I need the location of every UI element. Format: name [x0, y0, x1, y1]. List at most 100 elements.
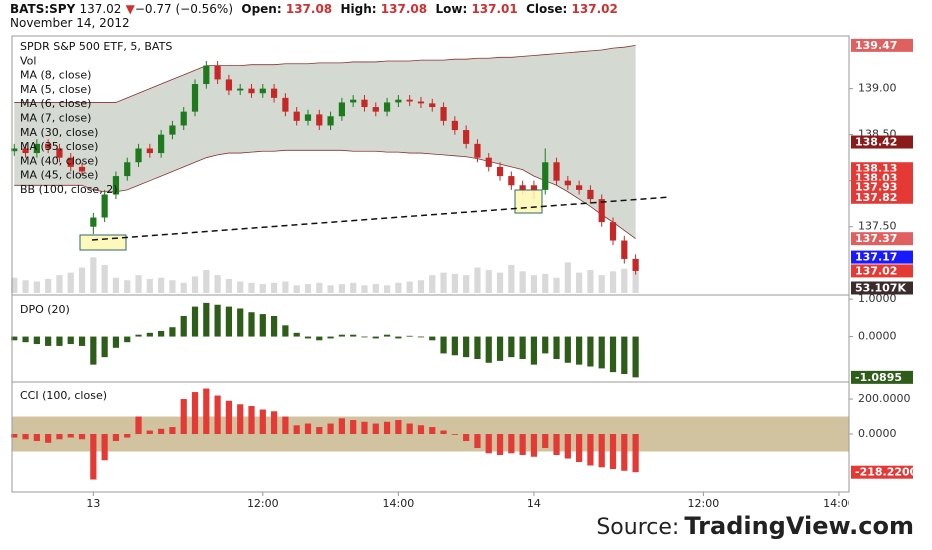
candle-body	[350, 99, 357, 103]
candle-body	[576, 185, 583, 190]
histogram-bar	[429, 427, 436, 435]
histogram-bar	[270, 411, 278, 435]
volume-bar	[22, 280, 29, 293]
candle-body	[203, 65, 210, 85]
histogram-bar	[259, 314, 266, 337]
candle-body	[270, 88, 278, 98]
histogram-bar	[417, 336, 425, 338]
histogram-bar	[293, 332, 300, 337]
volume-bar	[214, 275, 221, 293]
candle-body	[451, 120, 458, 131]
volume-bar	[67, 272, 74, 293]
legend-entry: MA (5, close)	[20, 83, 91, 96]
candle-body	[463, 130, 470, 144]
candle-body	[519, 185, 526, 190]
legend-entry: MA (6, close)	[20, 97, 91, 110]
price-label-box	[851, 190, 913, 204]
histogram-bar	[112, 434, 120, 442]
y-tick-label: 137.50	[858, 220, 897, 233]
histogram-bar	[135, 416, 142, 435]
histogram-bar	[203, 302, 210, 337]
volume-bar	[293, 285, 300, 293]
legend-entry: MA (45, close)	[20, 169, 98, 182]
histogram-bar	[564, 434, 571, 459]
legend-entry: MA (35, close)	[20, 140, 98, 153]
price-label-box	[851, 250, 913, 264]
right-axis: 137.50138.00138.50139.00139.47138.42138.…	[849, 38, 918, 479]
highlight-box	[79, 234, 127, 251]
histogram-bar	[372, 336, 379, 339]
volume-bar	[259, 284, 266, 293]
quote-header: BATS:SPY 137.02 ▼−0.77 (−0.56%) Open: 13…	[10, 2, 618, 16]
candle-body	[112, 176, 120, 195]
candle-body	[496, 166, 504, 177]
source-name: TradingView.com	[684, 512, 914, 540]
candle-body	[214, 65, 221, 80]
histogram-bar	[158, 428, 165, 435]
volume-bar	[609, 271, 617, 293]
price-label: 137.93	[855, 181, 897, 194]
candle-body	[22, 148, 29, 154]
histogram-bar	[530, 434, 538, 457]
direction: ▼	[125, 2, 135, 16]
histogram-bar	[45, 434, 52, 443]
histogram-bar	[237, 308, 244, 337]
candle-body	[632, 258, 639, 271]
histogram-bar	[621, 336, 628, 375]
volume-bar	[383, 285, 391, 293]
candle-body	[417, 101, 425, 104]
volume-bar	[327, 285, 334, 293]
candle-body	[474, 143, 481, 158]
candle-body	[564, 180, 571, 186]
histogram-bar	[350, 334, 357, 337]
histogram-bar	[112, 336, 120, 348]
y-tick-label: 200.0000	[858, 392, 911, 405]
price-label-box	[851, 180, 913, 194]
last-price: 137.02	[79, 2, 122, 16]
x-tick-label: 12:00	[688, 497, 720, 510]
pane-title: CCI (100, close)	[20, 389, 107, 402]
histogram-bar	[191, 392, 199, 435]
histogram-bar	[406, 423, 413, 435]
volume-bar	[451, 273, 458, 293]
histogram-bar	[316, 336, 323, 341]
volume-bar	[587, 270, 594, 293]
histogram-bar	[56, 434, 63, 440]
volume-bar	[237, 281, 244, 293]
candle-body	[587, 189, 594, 200]
histogram-bar	[598, 336, 605, 369]
volume-bar	[474, 267, 481, 293]
histogram-bar	[496, 336, 504, 361]
volume-bar	[56, 275, 63, 293]
candle-body	[78, 166, 86, 172]
field-value: 137.08	[380, 2, 428, 16]
candle-body	[101, 194, 108, 218]
histogram-bar	[508, 434, 515, 454]
volume-bar	[304, 284, 312, 293]
candle-body	[395, 99, 402, 103]
histogram-bar	[214, 304, 221, 337]
volume-bar	[361, 285, 368, 293]
candle-body	[56, 148, 63, 158]
candle-body	[327, 116, 334, 126]
volume-bar	[350, 282, 357, 293]
histogram-bar	[304, 423, 312, 435]
candle-body	[191, 84, 199, 112]
candle-body	[530, 185, 538, 190]
histogram-bar	[316, 427, 323, 435]
histogram-bar	[225, 400, 233, 435]
annotations	[79, 189, 671, 251]
histogram-bar	[101, 434, 108, 461]
y-tick-label: 1.0000	[858, 292, 897, 305]
legend-entry: MA (8, close)	[20, 69, 91, 82]
field-value: 137.01	[471, 2, 518, 16]
histogram-bar	[180, 315, 187, 337]
cci-band	[12, 416, 849, 452]
field-label: High:	[340, 2, 377, 16]
candle-body	[508, 176, 515, 186]
candle-body	[406, 99, 413, 102]
volume-bar	[519, 271, 526, 293]
histogram-bar	[519, 336, 526, 360]
histogram-bar	[67, 336, 74, 345]
histogram-bar	[451, 336, 458, 356]
